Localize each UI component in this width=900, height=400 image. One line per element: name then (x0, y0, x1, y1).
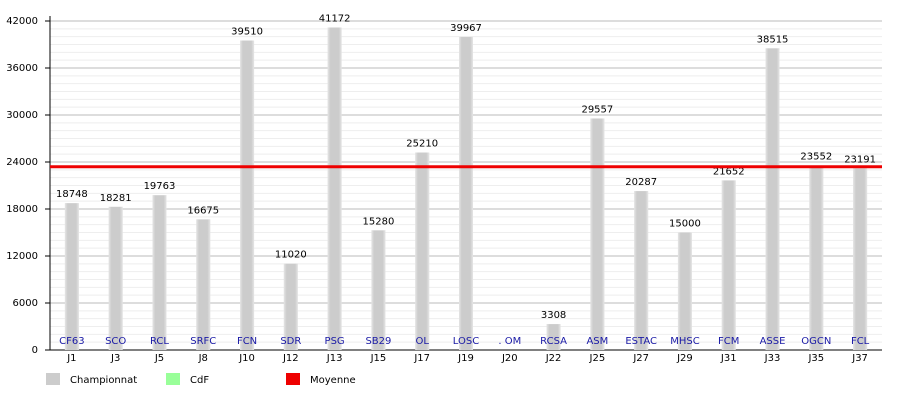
bar-shade (721, 180, 736, 350)
team-label: FCN (237, 336, 257, 347)
value-label: 23552 (800, 152, 832, 163)
bar-shade (283, 263, 298, 350)
team-label: . OM (498, 336, 521, 347)
team-label: SRFC (190, 336, 216, 347)
bar-shade (64, 203, 79, 350)
value-label: 15280 (363, 216, 395, 227)
x-tick-label: J20 (501, 353, 518, 364)
x-tick-label: J5 (154, 353, 164, 364)
x-tick-label: J1 (66, 353, 76, 364)
bar-shade (327, 27, 342, 351)
value-label: 41172 (319, 13, 351, 24)
bar-shade (809, 165, 824, 350)
value-label: 3308 (541, 310, 566, 321)
x-tick-label: J12 (282, 353, 299, 364)
x-tick-label: J25 (589, 353, 606, 364)
y-tick-label: 6000 (13, 298, 38, 309)
value-label: 18748 (56, 189, 88, 200)
x-tick-label: J15 (370, 353, 387, 364)
bar-shade (634, 191, 649, 350)
x-tick-label: J19 (457, 353, 474, 364)
team-label: FCL (851, 336, 870, 347)
team-label: ESTAC (625, 336, 657, 347)
legend-swatch (166, 373, 180, 385)
x-tick-label: J31 (720, 353, 737, 364)
y-tick-label: 24000 (6, 157, 38, 168)
value-label: 20287 (625, 177, 657, 188)
y-tick-label: 12000 (6, 251, 38, 262)
x-tick-label: J37 (851, 353, 868, 364)
x-tick-label: J22 (545, 353, 562, 364)
team-label: RCSA (540, 336, 567, 347)
x-tick-label: J10 (238, 353, 255, 364)
value-label: 18281 (100, 193, 132, 204)
team-label: LOSC (453, 336, 479, 347)
bar-shade (459, 36, 473, 350)
team-label: RCL (150, 336, 169, 347)
x-tick-label: J27 (632, 353, 649, 364)
legend-swatch (286, 373, 300, 385)
legend-swatch (46, 373, 60, 385)
bar-shade (415, 152, 430, 350)
bar-shade (240, 40, 255, 350)
team-label: SB29 (365, 336, 391, 347)
value-label: 15000 (669, 219, 701, 230)
legend-label: Moyenne (310, 375, 356, 386)
x-tick-label: J29 (676, 353, 693, 364)
team-label: PSG (325, 336, 345, 347)
value-label: 25210 (406, 139, 438, 150)
bar-shade (853, 168, 868, 350)
x-tick-label: J8 (198, 353, 208, 364)
x-tick-label: J33 (764, 353, 781, 364)
y-tick-label: 42000 (6, 16, 38, 27)
y-tick-label: 30000 (6, 110, 38, 121)
bar-shade (590, 118, 605, 350)
value-label: 39967 (450, 23, 482, 34)
legend-label: CdF (190, 375, 209, 386)
value-label: 29557 (581, 104, 613, 115)
value-label: 21652 (713, 166, 745, 177)
team-label: OGCN (801, 336, 831, 347)
team-label: FCM (718, 336, 739, 347)
team-label: ASSE (760, 336, 786, 347)
legend-label: Championnat (70, 375, 137, 386)
bar-shade (196, 219, 211, 350)
value-label: 11020 (275, 250, 307, 261)
bar-shade (108, 206, 123, 350)
x-tick-label: J13 (326, 353, 343, 364)
team-label: MHSC (670, 336, 699, 347)
x-tick-label: J35 (807, 353, 824, 364)
team-label: SCO (105, 336, 126, 347)
bar-shade (546, 324, 561, 350)
x-tick-label: J3 (110, 353, 120, 364)
value-label: 19763 (144, 181, 176, 192)
value-label: 16675 (187, 205, 219, 216)
x-tick-label: J17 (413, 353, 430, 364)
y-tick-label: 18000 (6, 204, 38, 215)
bar-shade (371, 230, 386, 350)
team-label: OL (415, 336, 429, 347)
y-tick-label: 36000 (6, 63, 38, 74)
bar-shade (152, 195, 167, 350)
team-label: ASM (586, 336, 608, 347)
value-label: 39510 (231, 27, 263, 38)
bar-shade (765, 48, 780, 351)
value-label: 38515 (757, 34, 789, 45)
team-label: SDR (280, 336, 301, 347)
team-label: CF63 (59, 336, 84, 347)
y-tick-label: 0 (32, 345, 38, 356)
value-label: 23191 (844, 154, 876, 165)
bar-shade (677, 232, 692, 350)
